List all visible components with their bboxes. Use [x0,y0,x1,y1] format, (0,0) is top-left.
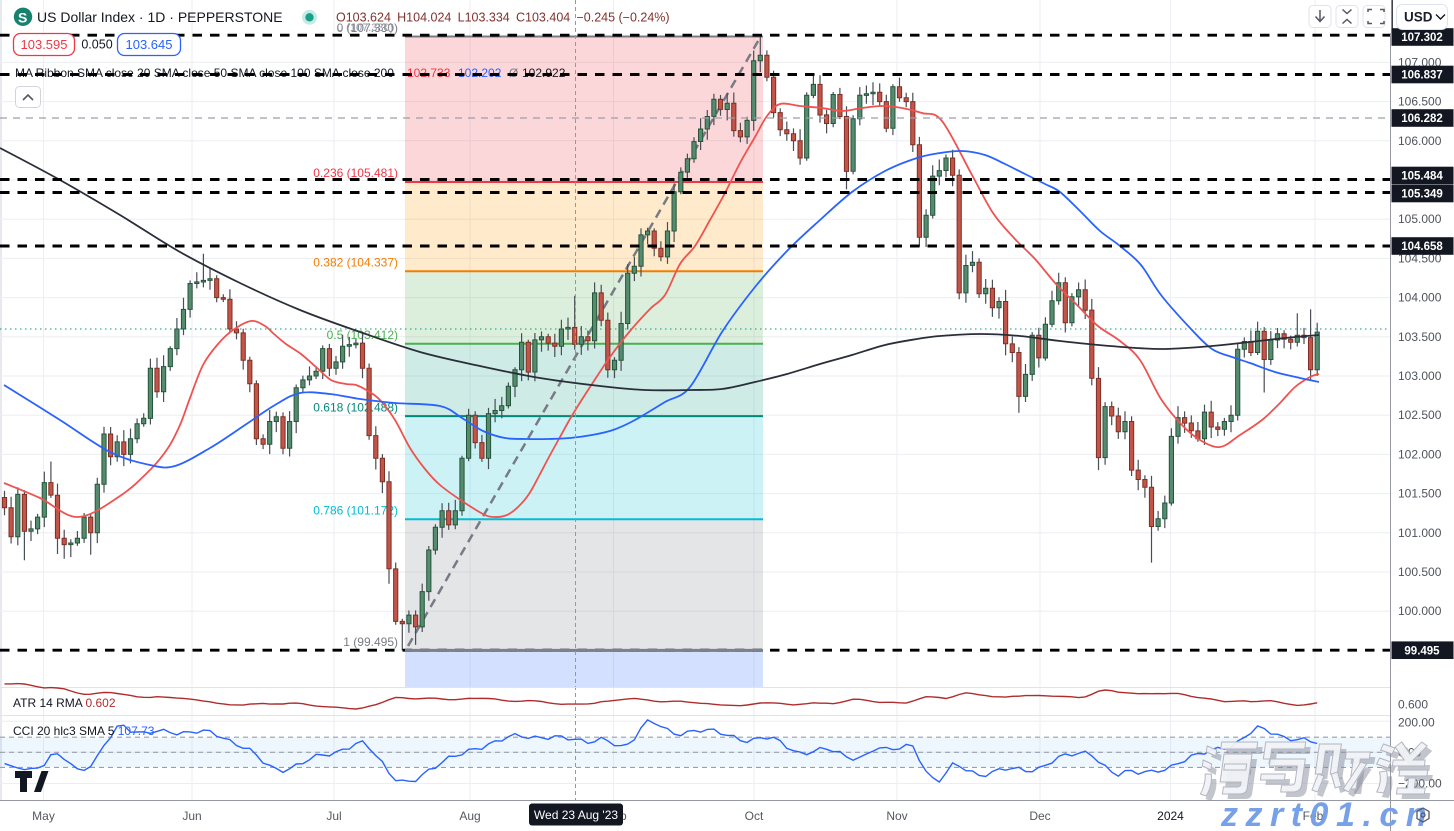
svg-text:0.618 (102.488): 0.618 (102.488) [313,401,398,415]
svg-text:106.500: 106.500 [1398,95,1442,109]
svg-text:0 (107.330): 0 (107.330) [337,22,393,34]
svg-text:0.600: 0.600 [1398,698,1428,712]
svg-text:100.500: 100.500 [1398,565,1442,579]
svg-text:MA Ribbon SMA close 20 SMA clo: MA Ribbon SMA close 20 SMA close 50 SMA … [15,66,566,80]
svg-text:200.00: 200.00 [1398,716,1435,730]
svg-text:O103.624 H104.024 L103.334 C10: O103.624 H104.024 L103.334 C103.404 −0.2… [336,11,670,25]
svg-text:ATR 14 RMA 0.602: ATR 14 RMA 0.602 [13,696,116,710]
svg-text:105.000: 105.000 [1398,212,1442,226]
svg-text:Nov: Nov [886,809,907,823]
svg-text:USD: USD [1404,10,1433,25]
svg-text:106.282: 106.282 [1401,113,1443,125]
svg-text:103.000: 103.000 [1398,369,1442,383]
svg-text:101.000: 101.000 [1398,526,1442,540]
svg-text:zzrt01.cn: zzrt01.cn [1220,796,1434,831]
svg-text:100.000: 100.000 [1398,604,1442,618]
svg-text:0 (107.330): 0 (107.330) [337,21,398,35]
svg-text:0.382 (104.337): 0.382 (104.337) [313,256,398,270]
svg-text:103.645: 103.645 [126,37,173,52]
svg-text:104.000: 104.000 [1398,291,1442,305]
svg-text:1 (99.495): 1 (99.495) [343,635,398,649]
svg-text:S: S [18,10,27,26]
svg-text:Jun: Jun [182,809,201,823]
svg-text:Oct: Oct [745,809,764,823]
svg-text:105.484: 105.484 [1401,171,1443,183]
svg-text:Wed 23 Aug '23: Wed 23 Aug '23 [534,808,618,822]
svg-text:99.495: 99.495 [1404,645,1440,657]
svg-text:104.500: 104.500 [1398,251,1442,265]
svg-text:102.000: 102.000 [1398,447,1442,461]
svg-text:US Dollar Index · 1D · PEPPERS: US Dollar Index · 1D · PEPPERSTONE [37,9,283,25]
svg-text:106.000: 106.000 [1398,134,1442,148]
svg-text:May: May [32,809,55,823]
svg-text:101.500: 101.500 [1398,487,1442,501]
svg-text:103.595: 103.595 [21,37,68,52]
svg-text:CCI 20 hlc3 SMA 5 107.73: CCI 20 hlc3 SMA 5 107.73 [13,724,155,738]
svg-text:102.500: 102.500 [1398,408,1442,422]
svg-text:106.837: 106.837 [1401,70,1443,82]
svg-text:104.658: 104.658 [1401,241,1443,253]
svg-text:Dec: Dec [1029,809,1050,823]
svg-text:Jul: Jul [326,809,341,823]
svg-text:Feb: Feb [1303,809,1324,823]
svg-text:Aug: Aug [459,809,480,823]
svg-text:105.349: 105.349 [1401,189,1443,201]
svg-text:2024: 2024 [1157,809,1184,823]
svg-text:0.786 (101.172): 0.786 (101.172) [313,504,398,518]
svg-text:107.302: 107.302 [1401,32,1443,44]
svg-text:0.050: 0.050 [81,38,112,52]
svg-text:0.236 (105.481): 0.236 (105.481) [313,166,398,180]
svg-text:103.500: 103.500 [1398,330,1442,344]
